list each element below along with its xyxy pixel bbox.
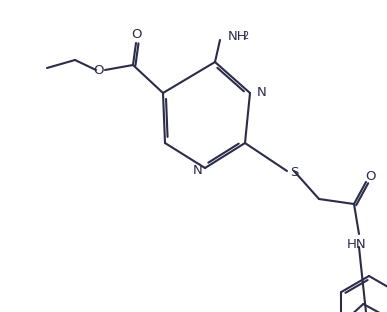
Text: O: O	[131, 28, 141, 41]
Text: N: N	[193, 163, 203, 177]
Text: N: N	[257, 86, 267, 100]
Text: O: O	[94, 64, 104, 76]
Text: S: S	[290, 167, 298, 179]
Text: 2: 2	[242, 31, 248, 41]
Text: O: O	[366, 170, 376, 183]
Text: HN: HN	[347, 237, 367, 251]
Text: NH: NH	[228, 30, 248, 42]
